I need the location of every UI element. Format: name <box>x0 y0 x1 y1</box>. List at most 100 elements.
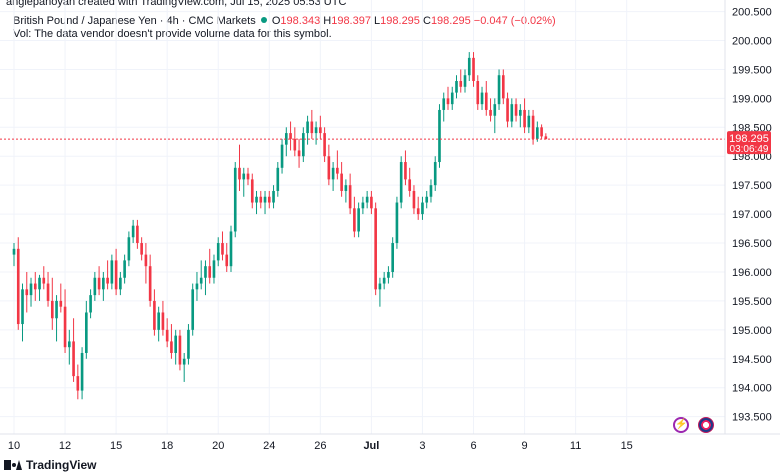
candle <box>21 283 24 342</box>
candle-body <box>93 277 97 296</box>
candle-body <box>416 208 420 215</box>
candle <box>280 138 284 174</box>
candle-body <box>463 75 467 87</box>
candle-body <box>246 173 250 180</box>
candle <box>97 266 101 296</box>
candle <box>433 156 437 191</box>
candle-body <box>165 329 169 342</box>
close-value: 198.295 <box>430 15 471 27</box>
candle <box>527 109 531 134</box>
candle <box>336 150 339 180</box>
candle-body <box>276 167 280 191</box>
candle <box>72 318 75 382</box>
price-tick-label: 194.000 <box>732 383 772 395</box>
candle-body <box>501 75 505 99</box>
candle-body <box>212 260 216 278</box>
candle-body <box>459 81 463 87</box>
candle-body <box>340 173 343 191</box>
candle <box>33 271 37 301</box>
candle-body <box>89 295 92 313</box>
tradingview-logo[interactable]: TradingView <box>4 458 96 472</box>
price-badge: 198.295 03:06:49 <box>727 131 771 155</box>
candle-body <box>119 277 122 290</box>
candle-body <box>16 248 20 325</box>
candle-body <box>59 300 63 307</box>
candle <box>361 196 365 215</box>
candle <box>161 300 165 336</box>
candle <box>38 274 41 301</box>
candle-body <box>267 196 271 203</box>
candle <box>229 225 233 272</box>
candle <box>16 237 20 330</box>
candle-body <box>136 225 139 244</box>
candle <box>259 190 263 209</box>
candle <box>421 196 424 220</box>
time-tick-label: 24 <box>263 440 275 452</box>
uk-flag-icon[interactable] <box>698 417 714 433</box>
candle <box>306 115 309 145</box>
candle-body <box>518 109 522 116</box>
flash-icon[interactable]: ⚡ <box>673 417 689 433</box>
candle <box>314 121 318 145</box>
candle-body <box>272 190 275 203</box>
candle <box>157 306 160 342</box>
candle-body <box>127 237 131 261</box>
candle <box>289 121 292 151</box>
price-badge-value: 198.295 <box>729 133 769 145</box>
candle-body <box>238 167 241 180</box>
candle-body <box>370 196 373 209</box>
low-label: L <box>374 15 381 27</box>
time-tick-label: 15 <box>621 440 633 452</box>
chart-credit: anglepanoyan created with TradingView.co… <box>6 0 347 8</box>
candle <box>263 190 267 215</box>
time-tick-label: Jul <box>363 440 379 452</box>
candle <box>50 277 54 330</box>
candle-body <box>170 341 173 353</box>
candle <box>46 271 50 307</box>
candle-body <box>225 254 229 267</box>
candle <box>323 127 326 163</box>
candle-body <box>21 289 24 325</box>
candle <box>484 81 488 116</box>
time-axis: 10 12 15 18 20 24 26 Jul 3 6 9 11 15 <box>8 440 633 452</box>
candle <box>297 138 301 168</box>
candle-body <box>327 156 331 180</box>
candle <box>284 127 288 157</box>
tradingview-brand: TradingView <box>26 458 97 472</box>
candle-body <box>221 243 224 255</box>
candle <box>140 237 143 261</box>
candle-body <box>353 208 356 232</box>
candle-body <box>540 127 543 137</box>
candle-body <box>110 260 114 284</box>
candle-body <box>497 75 501 105</box>
candle-body <box>450 92 454 105</box>
candle-body <box>531 115 535 139</box>
candle-body <box>480 92 484 105</box>
candle-body <box>148 266 152 301</box>
candle-body <box>233 167 237 232</box>
candle-body <box>429 185 433 197</box>
candle <box>467 52 471 82</box>
candle-body <box>199 277 203 284</box>
candle <box>310 109 314 139</box>
candle <box>148 254 152 307</box>
candle-body <box>319 127 322 134</box>
candle-body <box>63 306 67 348</box>
candle-body <box>306 121 309 134</box>
candle <box>463 69 467 93</box>
candle-body <box>484 92 488 110</box>
candle <box>191 283 195 336</box>
candle-body <box>280 144 284 168</box>
candle <box>412 185 416 215</box>
symbol-name[interactable]: British Pound / Japanese Yen · 4h · CMC … <box>13 15 256 27</box>
candle <box>459 69 463 93</box>
candle <box>225 243 229 272</box>
candle-body <box>438 109 441 163</box>
open-value: 198.343 <box>280 15 321 27</box>
candle-body <box>46 283 50 301</box>
candle-body <box>161 312 165 330</box>
candle-body <box>387 271 390 278</box>
candle <box>144 243 148 284</box>
candle-body <box>250 179 254 203</box>
